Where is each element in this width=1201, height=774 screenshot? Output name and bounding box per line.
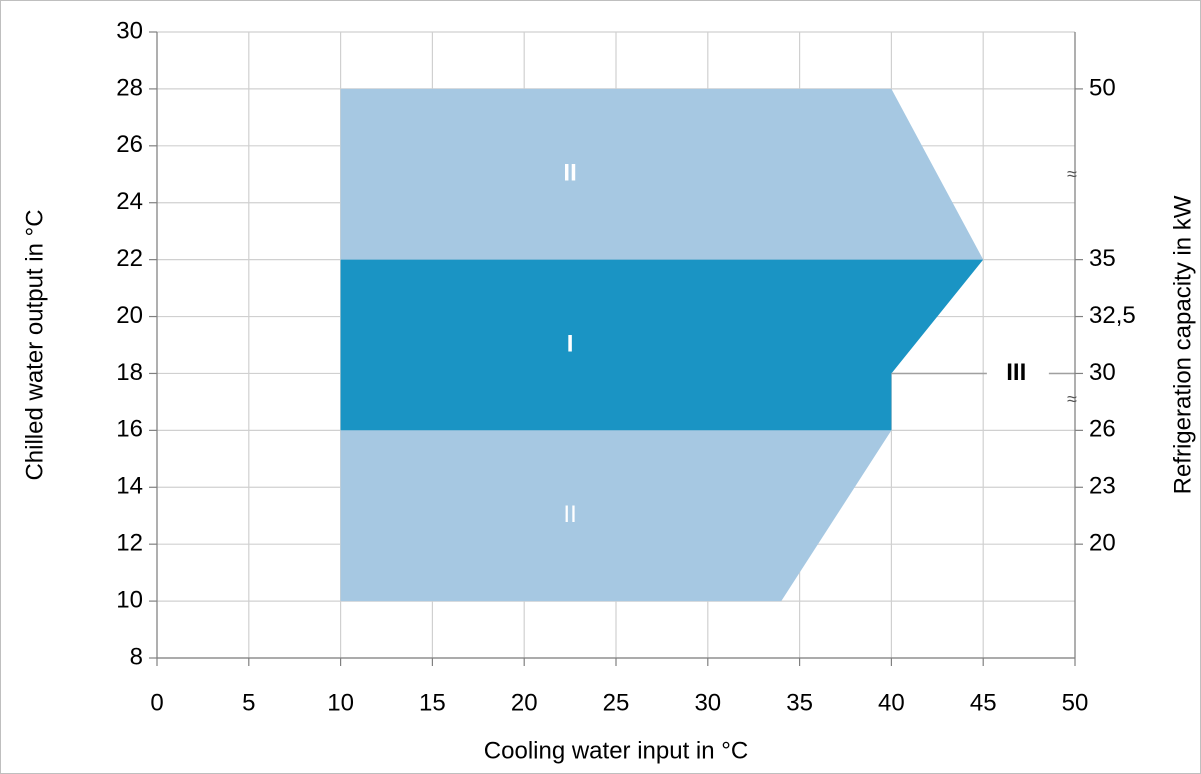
x-tick-label: 0 xyxy=(150,689,163,716)
y2-axis-label: Refrigeration capacity in kW xyxy=(1169,195,1196,494)
x-tick-label: 45 xyxy=(970,689,997,716)
x-tick-label: 20 xyxy=(511,689,538,716)
y2-tick-label: 32,5 xyxy=(1089,302,1136,329)
x-tick-label: 40 xyxy=(878,689,905,716)
x-tick-label: 35 xyxy=(786,689,813,716)
y2-tick-label: 30 xyxy=(1089,359,1116,386)
y2-tick-label: 26 xyxy=(1089,416,1116,443)
y2-tick-label: 50 xyxy=(1089,74,1116,101)
y-tick-label: 20 xyxy=(116,302,143,329)
y-tick-label: 18 xyxy=(116,359,143,386)
y-axis-label: Chilled water output in °C xyxy=(21,209,48,480)
region-label: II xyxy=(563,160,576,187)
y-tick-label: 28 xyxy=(116,74,143,101)
y-tick-label: 14 xyxy=(116,473,143,500)
axis-break: ≈ xyxy=(1067,164,1077,184)
x-axis-label: Cooling water input in °C xyxy=(484,737,748,764)
y-tick-label: 22 xyxy=(116,245,143,272)
y-tick-label: 30 xyxy=(116,17,143,44)
x-tick-label: 25 xyxy=(603,689,630,716)
axis-break: ≈ xyxy=(1067,389,1077,409)
region xyxy=(340,430,892,602)
x-tick-label: 15 xyxy=(419,689,446,716)
region-label: I xyxy=(567,330,574,357)
y-tick-label: 10 xyxy=(116,586,143,613)
y2-tick-label: 35 xyxy=(1089,245,1116,272)
y-tick-label: 12 xyxy=(116,530,143,557)
region xyxy=(340,88,984,260)
x-tick-label: 30 xyxy=(694,689,721,716)
y2-tick-label: 20 xyxy=(1089,530,1116,557)
y2-tick-label: 23 xyxy=(1089,473,1116,500)
y-tick-label: 26 xyxy=(116,131,143,158)
region-label: II xyxy=(563,501,576,528)
y-tick-label: 24 xyxy=(116,188,143,215)
x-tick-label: 10 xyxy=(327,689,354,716)
region xyxy=(340,259,984,431)
y-tick-label: 8 xyxy=(130,643,143,670)
y-tick-label: 16 xyxy=(116,416,143,443)
annotation: III xyxy=(1006,359,1026,386)
x-tick-label: 50 xyxy=(1062,689,1089,716)
annotation-bg xyxy=(986,357,1049,390)
x-tick-label: 5 xyxy=(242,689,255,716)
